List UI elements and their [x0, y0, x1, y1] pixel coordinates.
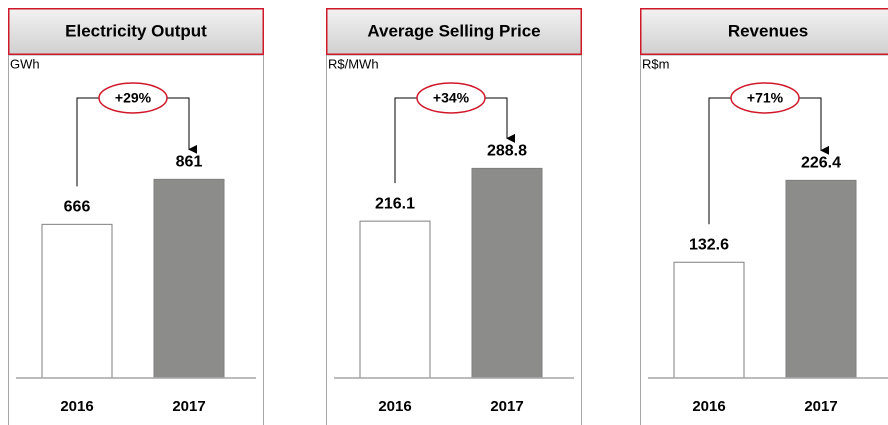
unit-label: R$m — [642, 56, 669, 71]
value-label: 288.8 — [487, 143, 527, 160]
x-tick-label: 2016 — [60, 398, 93, 415]
bar — [785, 179, 857, 379]
title-box — [326, 8, 582, 55]
annotation-ellipse — [416, 82, 486, 114]
x-tick-label: 2017 — [804, 398, 837, 415]
bar — [359, 220, 431, 379]
value-label: 861 — [176, 154, 203, 171]
value-label: 666 — [64, 199, 91, 216]
bar — [153, 178, 225, 379]
bracket-arrow — [485, 97, 516, 143]
x-tick-label: 2017 — [490, 398, 523, 415]
bracket-arrow — [167, 97, 198, 154]
annotation-ellipse — [98, 82, 168, 114]
chart-title: Electricity Output — [65, 21, 207, 40]
bar — [673, 261, 745, 379]
bracket-line — [708, 97, 731, 225]
annotation-ellipse — [730, 82, 800, 114]
title-box — [640, 8, 888, 55]
annotation: +34% — [433, 90, 470, 106]
title-box — [8, 8, 264, 55]
bracket-line — [394, 97, 417, 184]
annotation: +29% — [115, 90, 152, 106]
x-tick-label: 2016 — [692, 398, 725, 415]
annotation: +71% — [747, 90, 784, 106]
chart-title: Average Selling Price — [367, 21, 540, 40]
unit-label: GWh — [10, 56, 40, 71]
value-label: 216.1 — [375, 195, 415, 212]
bar — [41, 223, 113, 379]
x-tick-label: 2016 — [378, 398, 411, 415]
value-label: 226.4 — [801, 155, 841, 172]
unit-label: R$/MWh — [328, 56, 379, 71]
bar — [471, 167, 543, 379]
chart-title: Revenues — [728, 21, 808, 40]
bracket-arrow — [799, 97, 830, 155]
value-label: 132.6 — [689, 236, 729, 253]
bracket-line — [76, 97, 99, 187]
x-tick-label: 2017 — [172, 398, 205, 415]
